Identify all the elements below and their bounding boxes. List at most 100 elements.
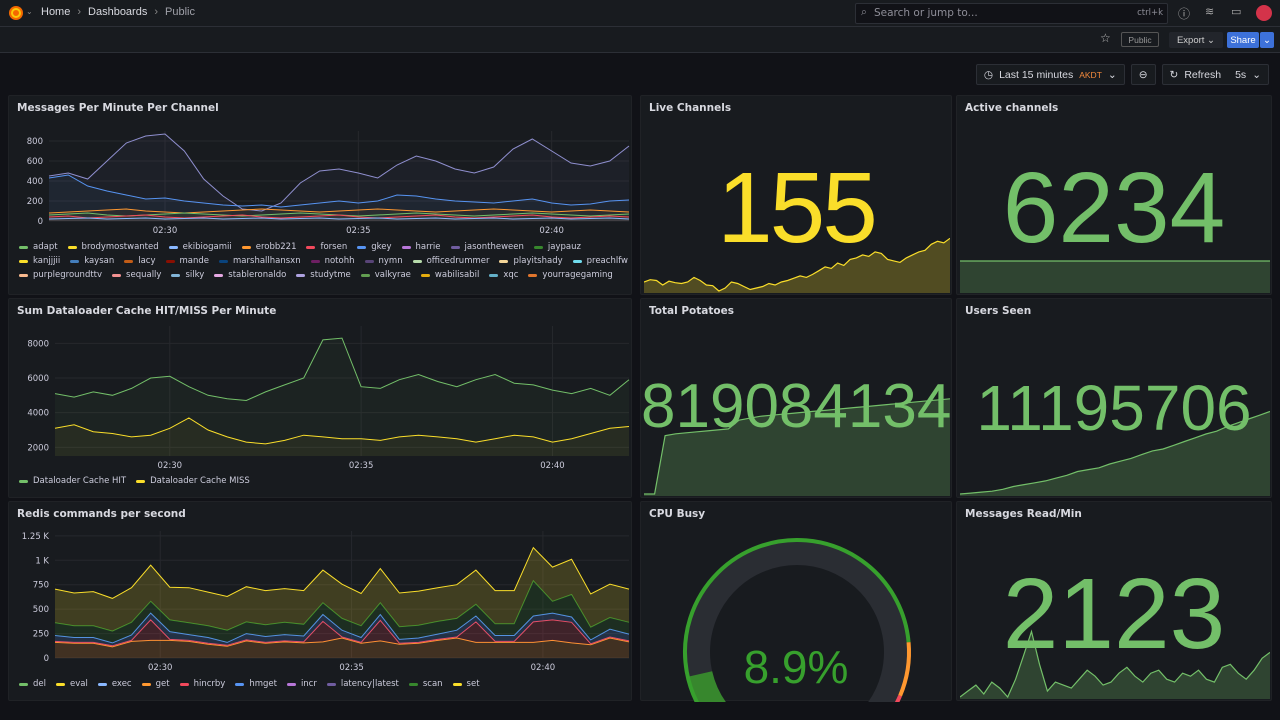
legend-item[interactable]: jaypauz [533, 242, 581, 252]
legend-item[interactable]: hmget [235, 679, 277, 689]
legend-item[interactable]: set [452, 679, 480, 689]
legend-label: kaysan [84, 256, 115, 266]
area-Dataloader Cache HIT [55, 338, 629, 456]
legend-item[interactable]: brodymostwanted [67, 242, 159, 252]
legend-item[interactable]: sequally [112, 270, 161, 280]
legend-item[interactable]: hincrby [179, 679, 226, 689]
grafana-logo-icon[interactable] [8, 5, 24, 21]
shortcut-hint: ctrl+k [1137, 8, 1163, 18]
time-controls: ◷ Last 15 minutes AKDT ⌄ ⊖ ↻ Refresh 5s … [975, 64, 1269, 85]
legend-item[interactable]: mande [165, 256, 209, 266]
zoom-out-icon[interactable]: ⊖ [1130, 64, 1156, 85]
news-rss-icon[interactable]: ≋ [1205, 5, 1215, 18]
panel-messages-read-min: Messages Read/Min 2123 [956, 501, 1272, 701]
y-tick-label: 500 [33, 605, 49, 615]
legend-item[interactable]: latency|latest [326, 679, 399, 689]
legend-item[interactable]: stableronaldo [214, 270, 286, 280]
legend-swatch [235, 682, 245, 686]
legend-item[interactable]: lacy [124, 256, 156, 266]
y-tick-label: 4000 [27, 409, 49, 419]
public-badge: Public [1121, 32, 1159, 47]
legend-item[interactable]: incr [286, 679, 317, 689]
panel-cpu-busy: CPU Busy 8.9% [640, 501, 952, 702]
legend-swatch [179, 682, 189, 686]
area-Dataloader Cache MISS [55, 417, 629, 456]
legend-item[interactable]: erobb221 [241, 242, 296, 252]
legend-item[interactable]: forsen [306, 242, 347, 252]
legend-item[interactable]: jasontheween [450, 242, 524, 252]
legend-item[interactable]: eval [56, 679, 88, 689]
legend-item[interactable]: ekibiogamii [168, 242, 232, 252]
legend-swatch [360, 273, 370, 277]
legend-label: sequally [126, 270, 162, 280]
chart-legend: del eval exec get hincrby hmget incr latency|la… [19, 679, 629, 689]
legend-swatch [141, 682, 151, 686]
legend-swatch [70, 259, 80, 263]
legend-item[interactable]: officedrummer [412, 256, 489, 266]
legend-swatch [19, 479, 28, 483]
legend-item[interactable]: purplegroundttv [19, 270, 102, 280]
legend-item[interactable]: marshallhansxn [219, 256, 301, 266]
legend-item[interactable]: get [141, 679, 170, 689]
legend-item[interactable]: kaysan [70, 256, 114, 266]
legend-item[interactable]: kanjjjii [19, 256, 60, 266]
breadcrumb-dashboards[interactable]: Dashboards [88, 6, 148, 18]
refresh-interval-picker[interactable]: 5s [1235, 68, 1247, 81]
chevron-down-icon[interactable]: ⌄ [26, 7, 33, 16]
legend-label: brodymostwanted [81, 242, 159, 252]
legend-item[interactable]: del [19, 679, 46, 689]
panel-messages-per-minute: Messages Per Minute Per Channel 0 200 400 6… [8, 95, 632, 295]
legend-item[interactable]: harrie [401, 242, 441, 252]
legend-swatch [450, 245, 460, 249]
legend-item[interactable]: studytme [296, 270, 351, 280]
legend-item[interactable]: gkey [357, 242, 392, 252]
star-icon[interactable]: ☆ [1100, 31, 1111, 45]
legend-item[interactable]: exec [97, 679, 132, 689]
refresh-label: Refresh [1184, 68, 1222, 81]
time-range-picker[interactable]: ◷ Last 15 minutes AKDT ⌄ [975, 64, 1125, 85]
legend-swatch [401, 245, 411, 249]
legend-item[interactable]: scan [408, 679, 443, 689]
legend-item[interactable]: playitshady [499, 256, 563, 266]
legend-item[interactable]: xqc [489, 270, 518, 280]
series-set [54, 546, 630, 599]
avatar[interactable] [1256, 5, 1272, 21]
refresh-button[interactable]: ↻ Refresh 5s ⌄ [1161, 64, 1269, 85]
legend-swatch [214, 273, 224, 277]
sparkline [644, 398, 950, 496]
legend-label: yourragegaming [542, 270, 613, 280]
legend-item[interactable]: Dataloader Cache HIT [19, 476, 126, 486]
kiosk-icon[interactable]: ▭ [1231, 5, 1242, 18]
legend-item[interactable]: yourragegaming [528, 270, 613, 280]
legend-item[interactable]: silky [171, 270, 204, 280]
gauge-fill [686, 670, 726, 702]
legend-item[interactable]: valkyrae [360, 270, 411, 280]
series-hincrby [54, 619, 630, 647]
x-tick-label: 02:30 [148, 663, 173, 673]
sparkline-area [960, 261, 1270, 293]
search-input[interactable]: ⌕ Search or jump to... ctrl+k [855, 3, 1168, 24]
y-tick-label: 0 [38, 217, 43, 227]
help-icon[interactable]: ⓘ [1178, 7, 1191, 21]
legend-item[interactable]: adapt [19, 242, 58, 252]
sparkline [644, 237, 950, 293]
legend-label: hincrby [193, 679, 226, 689]
legend-label: get [155, 679, 170, 689]
legend-label: adapt [33, 242, 58, 252]
share-button[interactable]: Share [1227, 32, 1259, 48]
breadcrumb-home[interactable]: Home [41, 6, 71, 18]
legend-item[interactable]: preachlfw [572, 256, 628, 266]
legend-item[interactable]: nymn [364, 256, 403, 266]
legend-item[interactable]: Dataloader Cache MISS [136, 476, 250, 486]
legend-swatch [168, 245, 178, 249]
sparkline-line [644, 237, 950, 292]
refresh-icon: ↻ [1169, 68, 1179, 81]
legend-item[interactable]: wabilisabil [420, 270, 479, 280]
share-dropdown-chevron-icon[interactable]: ⌄ [1260, 32, 1274, 48]
legend-item[interactable]: notohh [310, 256, 355, 266]
legend-swatch [67, 245, 77, 249]
sparkline [960, 410, 1270, 496]
cpu-gauge [683, 538, 911, 702]
legend-label: valkyrae [374, 270, 411, 280]
export-button[interactable]: Export ⌄ [1169, 32, 1223, 48]
